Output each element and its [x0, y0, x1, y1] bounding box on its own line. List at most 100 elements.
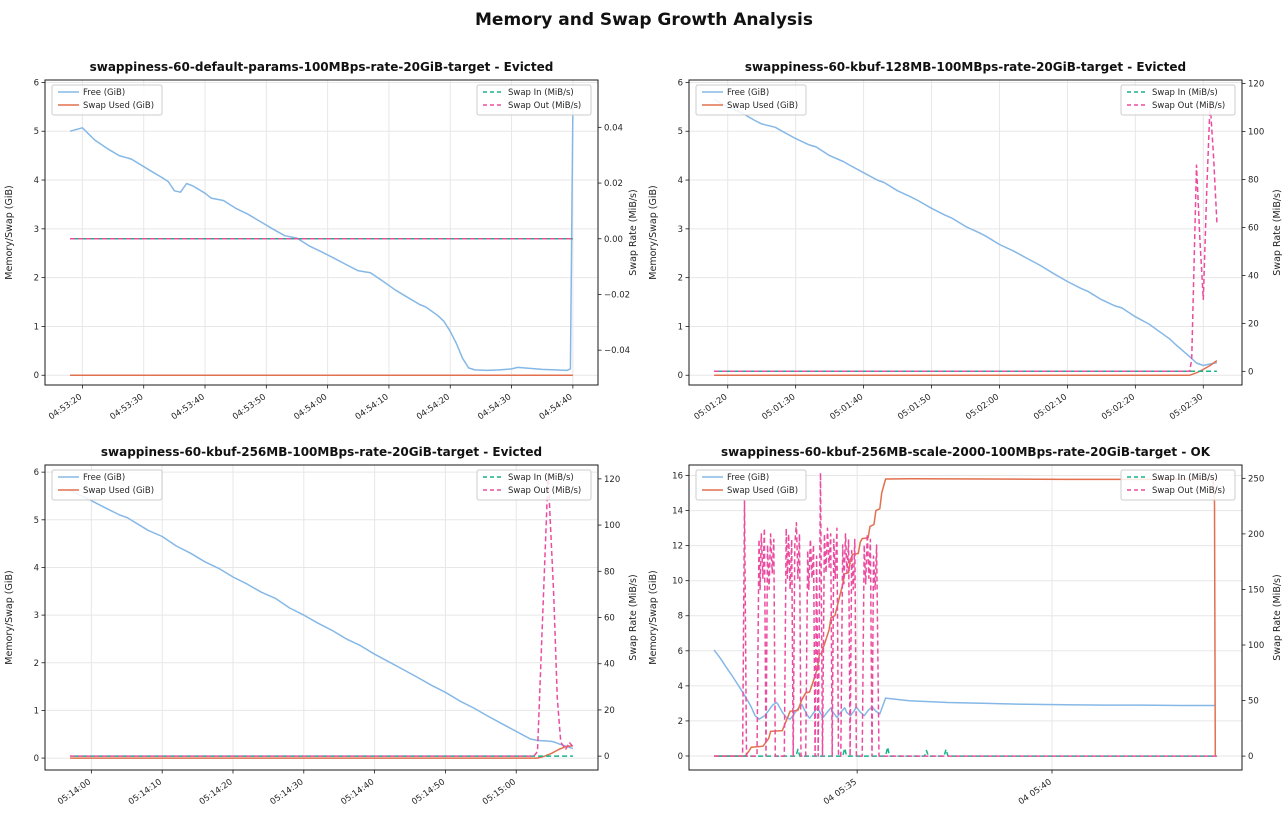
x-tick-label: 04:54:10: [354, 392, 391, 422]
chart-default-params: 04:53:20 04:53:30 04:53:40 04:53:50 04:54:00…: [4, 60, 639, 422]
y-tick-label-right: 0: [1248, 367, 1253, 377]
legend-label: Free (GiB): [83, 88, 125, 98]
chart-title: swappiness-60-kbuf-256MB-scale-2000-100M…: [721, 445, 1211, 459]
y-tick-label-right: −0.04: [604, 346, 630, 356]
legend-label: Swap In (MiB/s): [508, 473, 574, 483]
x-tick-label: 05:01:40: [828, 392, 865, 422]
y-tick-label-right: 60: [1248, 223, 1259, 233]
chart-kbuf-128mb: 05:01:20 05:01:30 05:01:40 05:01:50 05:02:00…: [648, 60, 1283, 422]
y-tick-label-left: 5: [34, 516, 39, 526]
y-tick-label-left: 4: [34, 563, 39, 573]
x-tick-label: 05:14:40: [339, 777, 376, 807]
y-tick-label-left: 0: [678, 752, 683, 762]
x-tick-label: 05:01:30: [760, 392, 797, 422]
y-tick-label-right: 60: [604, 614, 615, 624]
x-tick-label: 05:14:10: [127, 777, 164, 807]
y-tick-label-right: 0.04: [604, 123, 623, 133]
legend-box: [1120, 469, 1236, 501]
plot-area: [45, 465, 598, 770]
plot-area: [45, 80, 598, 385]
legend-label: Free (GiB): [83, 473, 125, 483]
y-tick-label-left: 6: [678, 647, 683, 657]
x-tick-label: 04:54:40: [538, 392, 575, 422]
ylabel-right: Swap Rate (MiB/s): [628, 574, 639, 660]
y-tick-label-right: 20: [1248, 319, 1259, 329]
legend-label: Free (GiB): [727, 88, 769, 98]
y-tick-label-right: 100: [1248, 641, 1264, 651]
legend-box: [695, 84, 807, 116]
y-tick-label-right: 0.02: [604, 179, 623, 189]
chart-title: swappiness-60-kbuf-128MB-100MBps-rate-20…: [745, 60, 1186, 74]
legend-label: Swap Used (GiB): [83, 486, 154, 496]
legend-box: [695, 469, 807, 501]
y-tick-label-right: 100: [1248, 128, 1264, 138]
y-tick-label-right: 200: [1248, 530, 1264, 540]
series-free: [69, 489, 574, 750]
x-tick-label: 05:14:20: [198, 777, 235, 807]
series-swap_used: [714, 477, 1217, 757]
y-tick-label-left: 14: [672, 507, 683, 517]
ylabel-left: Memory/Swap (GiB): [648, 185, 659, 279]
y-tick-label-left: 6: [34, 468, 39, 478]
ylabel-right: Swap Rate (MiB/s): [1272, 574, 1283, 660]
series-free: [713, 98, 1218, 367]
y-tick-label-left: 5: [678, 127, 683, 137]
series-swap_out: [714, 102, 1218, 373]
y-tick-label-left: 2: [678, 717, 683, 727]
x-tick-label: 04:54:30: [476, 392, 513, 422]
y-tick-label-left: 0: [34, 371, 39, 381]
x-tick-label: 05:02:10: [1032, 392, 1069, 422]
y-tick-label-right: 0: [604, 752, 609, 762]
x-tick-label: 05:02:30: [1168, 392, 1205, 422]
x-tick-label: 05:02:20: [1100, 392, 1137, 422]
y-tick-label-left: 16: [672, 472, 683, 482]
y-tick-label-left: 0: [678, 371, 683, 381]
ylabel-left: Memory/Swap (GiB): [648, 570, 659, 664]
y-tick-label-left: 6: [678, 78, 683, 88]
legend-box: [51, 84, 163, 116]
x-tick-label: 04:54:00: [292, 392, 329, 422]
x-tick-label: 04 05:35: [822, 777, 859, 807]
y-tick-label-right: 40: [604, 660, 615, 670]
y-tick-label-left: 1: [34, 706, 39, 716]
legend-label: Swap Out (MiB/s): [508, 486, 581, 496]
y-tick-label-left: 5: [34, 127, 39, 137]
y-tick-label-left: 2: [678, 274, 683, 284]
legend-box: [476, 84, 592, 116]
series-free: [69, 105, 574, 372]
y-tick-label-right: 20: [604, 706, 615, 716]
ylabel-left: Memory/Swap (GiB): [4, 185, 15, 279]
y-tick-label-left: 3: [34, 611, 39, 621]
legend-label: Swap Used (GiB): [727, 486, 798, 496]
y-tick-label-left: 4: [678, 176, 683, 186]
legend-label: Free (GiB): [727, 473, 769, 483]
ylabel-right: Swap Rate (MiB/s): [628, 189, 639, 275]
y-tick-label-left: 12: [672, 542, 683, 552]
y-tick-label-right: −0.02: [604, 290, 630, 300]
y-tick-label-left: 10: [672, 577, 683, 587]
axes-spines: [44, 79, 599, 386]
x-tick-label: 05:01:20: [692, 392, 729, 422]
y-tick-label-left: 2: [34, 274, 39, 284]
x-tick-label: 04:53:30: [108, 392, 145, 422]
y-tick-label-left: 6: [34, 78, 39, 88]
y-tick-label-right: 80: [604, 567, 615, 577]
y-tick-label-right: 120: [604, 475, 620, 485]
y-tick-label-right: 100: [604, 521, 620, 531]
legend-label: Swap Used (GiB): [83, 101, 154, 111]
y-tick-label-left: 8: [678, 612, 683, 622]
axes-spines: [688, 464, 1243, 771]
series-swap_in: [714, 746, 1217, 757]
x-tick-label: 04:54:20: [415, 392, 452, 422]
axes-spines: [688, 79, 1243, 386]
series-free: [713, 649, 1215, 720]
x-tick-label: 04:53:40: [170, 392, 207, 422]
legend-label: Swap Used (GiB): [727, 101, 798, 111]
series-swap_out: [714, 472, 1217, 757]
y-tick-label-left: 3: [678, 225, 683, 235]
chart-title: swappiness-60-default-params-100MBps-rat…: [90, 60, 554, 74]
series-swap_used: [70, 744, 573, 759]
y-tick-label-right: 80: [1248, 176, 1259, 186]
y-tick-label-right: 250: [1248, 474, 1264, 484]
